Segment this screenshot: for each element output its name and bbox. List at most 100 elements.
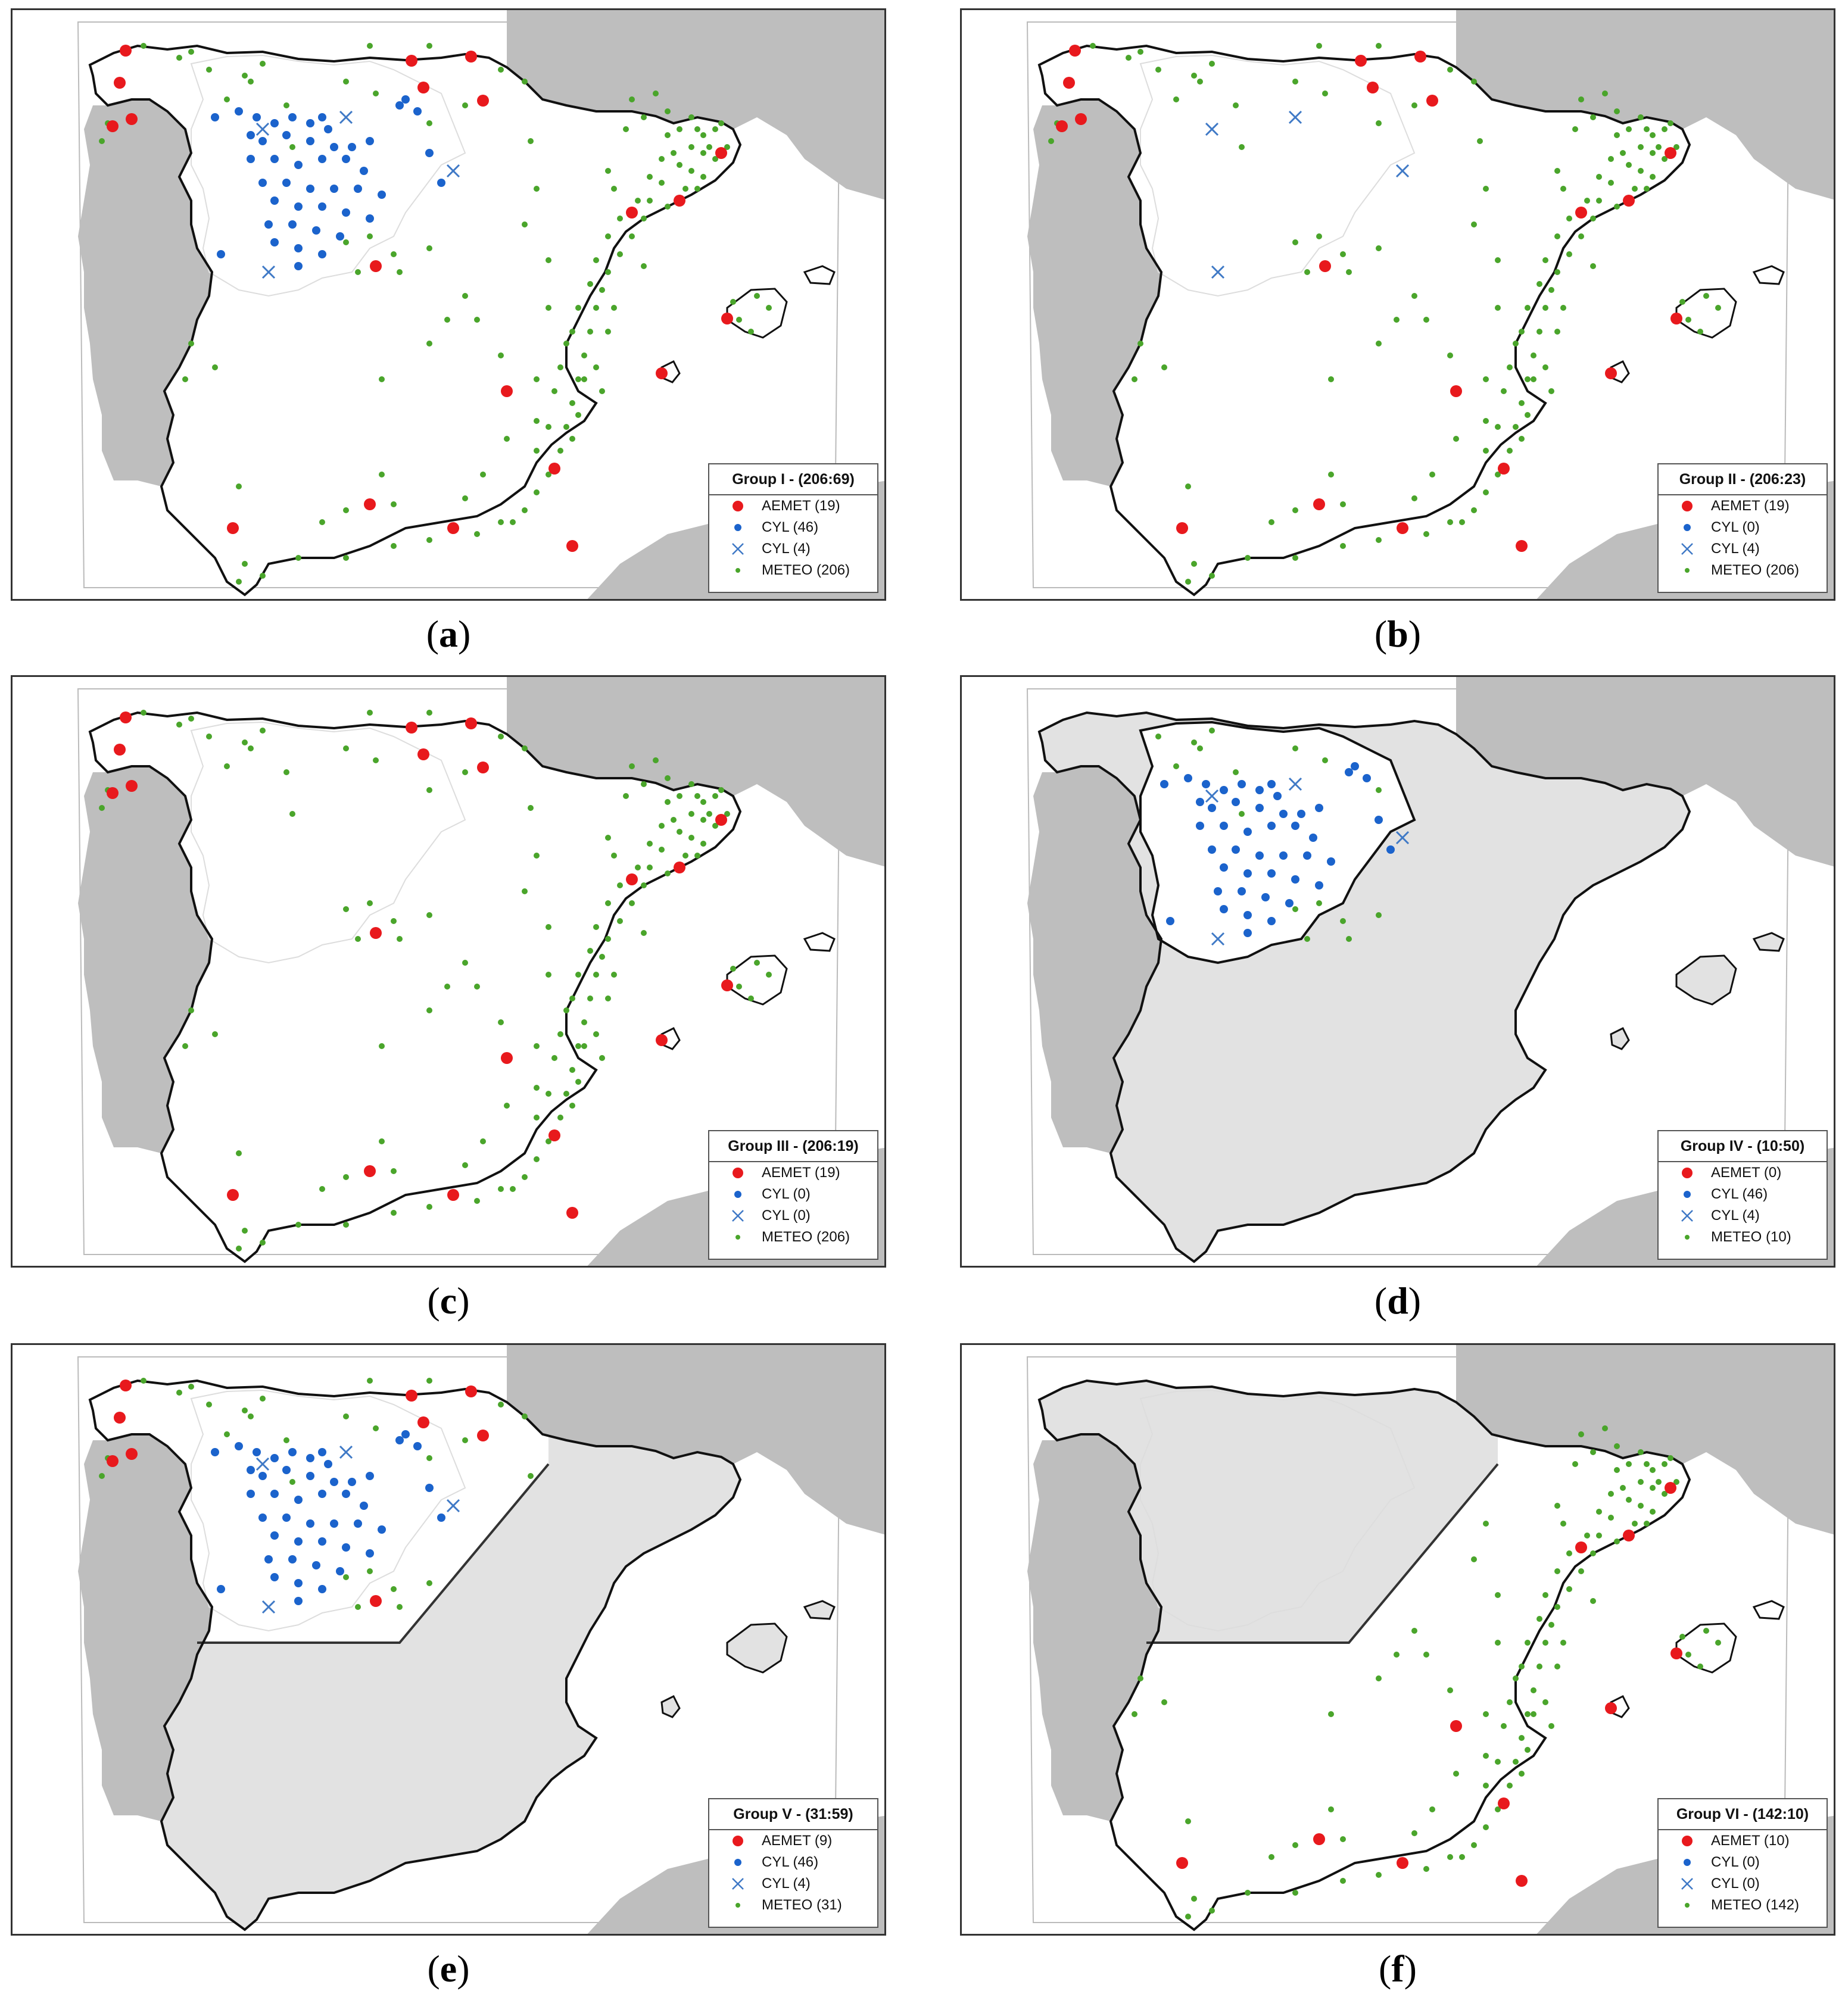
- legend-item-cylx: CYL (4): [709, 1873, 877, 1895]
- map-panel-c: Group III - (206:19) AEMET (19) CYL (0) CYL…: [11, 675, 886, 1268]
- caption-e: (e): [427, 1948, 470, 1990]
- meteo-station: [1209, 1908, 1215, 1914]
- france-landmass: [1456, 677, 1834, 867]
- meteo-station: [498, 734, 504, 739]
- aemet-station: [1056, 120, 1068, 132]
- meteo-station: [504, 436, 510, 442]
- meteo-station: [694, 793, 700, 799]
- aemet-station: [477, 95, 489, 107]
- aemet-station: [1450, 1720, 1462, 1732]
- meteo-station: [617, 882, 623, 888]
- meteo-station: [1566, 1550, 1572, 1556]
- meteo-station: [1340, 501, 1346, 507]
- meteo-station: [1519, 436, 1525, 442]
- cyl-station: [288, 113, 297, 121]
- meteo-station: [546, 257, 551, 263]
- cyl-station: [235, 1442, 243, 1450]
- aemet-station: [721, 313, 733, 324]
- meteo-station: [766, 305, 772, 311]
- meteo-station: [1525, 376, 1531, 382]
- meteo-station: [236, 579, 242, 585]
- cyl-station: [1166, 917, 1174, 925]
- meteo-station: [1608, 1491, 1614, 1497]
- meteo-station: [1483, 489, 1489, 495]
- aemet-station: [227, 522, 239, 534]
- meteo-station: [1638, 1503, 1644, 1509]
- meteo-station: [1459, 1854, 1465, 1860]
- meteo-station: [1638, 144, 1644, 150]
- aemet-station: [364, 498, 376, 510]
- meteo-station: [474, 1198, 480, 1204]
- aemet-station: [1498, 463, 1510, 475]
- aemet-station: [477, 762, 489, 773]
- legend-label: CYL (4): [762, 541, 811, 557]
- meteo-station: [1566, 1586, 1572, 1592]
- meteo-station: [1536, 329, 1542, 335]
- meteo-station: [1536, 1616, 1542, 1622]
- meteo-station: [1328, 376, 1334, 382]
- meteo-station: [1542, 257, 1548, 263]
- meteo-station: [1542, 1640, 1548, 1646]
- cyl-station: [1351, 762, 1359, 770]
- meteo-station: [1191, 73, 1197, 79]
- meteo-station: [1447, 519, 1453, 525]
- cyl-station: [282, 131, 291, 139]
- meteo-station: [1590, 216, 1596, 221]
- cyl-station: [1243, 929, 1252, 937]
- meteo-station: [373, 90, 379, 96]
- meteo-station: [1703, 293, 1709, 299]
- aemet-station: [447, 1189, 459, 1201]
- legend-item-cyl: CYL (46): [1659, 1184, 1827, 1205]
- cyl-station: [324, 125, 332, 133]
- meteo-station: [1239, 811, 1245, 817]
- meteo-station: [444, 984, 450, 990]
- caption-f: (f): [1379, 1948, 1417, 1990]
- meteo-station: [462, 1437, 468, 1443]
- legend-label: AEMET (10): [1711, 1833, 1790, 1849]
- cyl-station: [270, 238, 279, 246]
- blue-dot-icon: [730, 1186, 746, 1203]
- meteo-station: [1697, 329, 1703, 335]
- legend-item-cylx: CYL (4): [709, 538, 877, 560]
- meteo-station: [1590, 1550, 1596, 1556]
- meteo-station: [569, 436, 575, 442]
- legend-label: AEMET (19): [762, 498, 840, 514]
- blue-cross-icon: [1679, 1207, 1695, 1224]
- cyl-station: [330, 1478, 338, 1486]
- cyl-station: [348, 1478, 356, 1486]
- meteo-station: [1411, 1830, 1417, 1836]
- meteo-station: [426, 710, 432, 716]
- meteo-station: [1531, 376, 1536, 382]
- cyl-station: [270, 1531, 279, 1540]
- meteo-station: [212, 1031, 218, 1037]
- meteo-station: [426, 120, 432, 126]
- blue-cross-icon: [730, 1207, 746, 1224]
- meteo-station: [260, 728, 266, 734]
- cyl-station: [318, 250, 326, 258]
- meteo-station: [1650, 1509, 1656, 1515]
- meteo-station: [605, 269, 611, 275]
- cyl-station: [1208, 804, 1216, 812]
- meteo-station: [546, 424, 551, 430]
- meteo-station: [641, 781, 647, 787]
- meteo-station: [1614, 1443, 1620, 1449]
- aemet-station: [674, 195, 685, 207]
- cyl-station: [253, 1448, 261, 1456]
- meteo-station: [641, 263, 647, 269]
- cyl-station: [1315, 881, 1323, 890]
- meteo-station: [462, 495, 468, 501]
- cyl-station: [258, 1472, 267, 1480]
- cyl-station: [1291, 822, 1299, 830]
- castilla-leon-boundary: [1139, 1389, 1416, 1632]
- meteo-station: [1209, 728, 1215, 734]
- meteo-station: [1173, 96, 1179, 102]
- meteo-station: [1578, 1431, 1584, 1437]
- meteo-station: [1519, 1771, 1525, 1777]
- meteo-station: [1668, 120, 1673, 126]
- map-panel-a: Group I - (206:69) AEMET (19) CYL (46) CYL …: [11, 8, 886, 601]
- meteo-station: [1268, 1854, 1274, 1860]
- meteo-station: [260, 1240, 266, 1246]
- meteo-station: [534, 448, 540, 454]
- legend-label: METEO (206): [1711, 562, 1800, 578]
- meteo-station: [534, 1115, 540, 1121]
